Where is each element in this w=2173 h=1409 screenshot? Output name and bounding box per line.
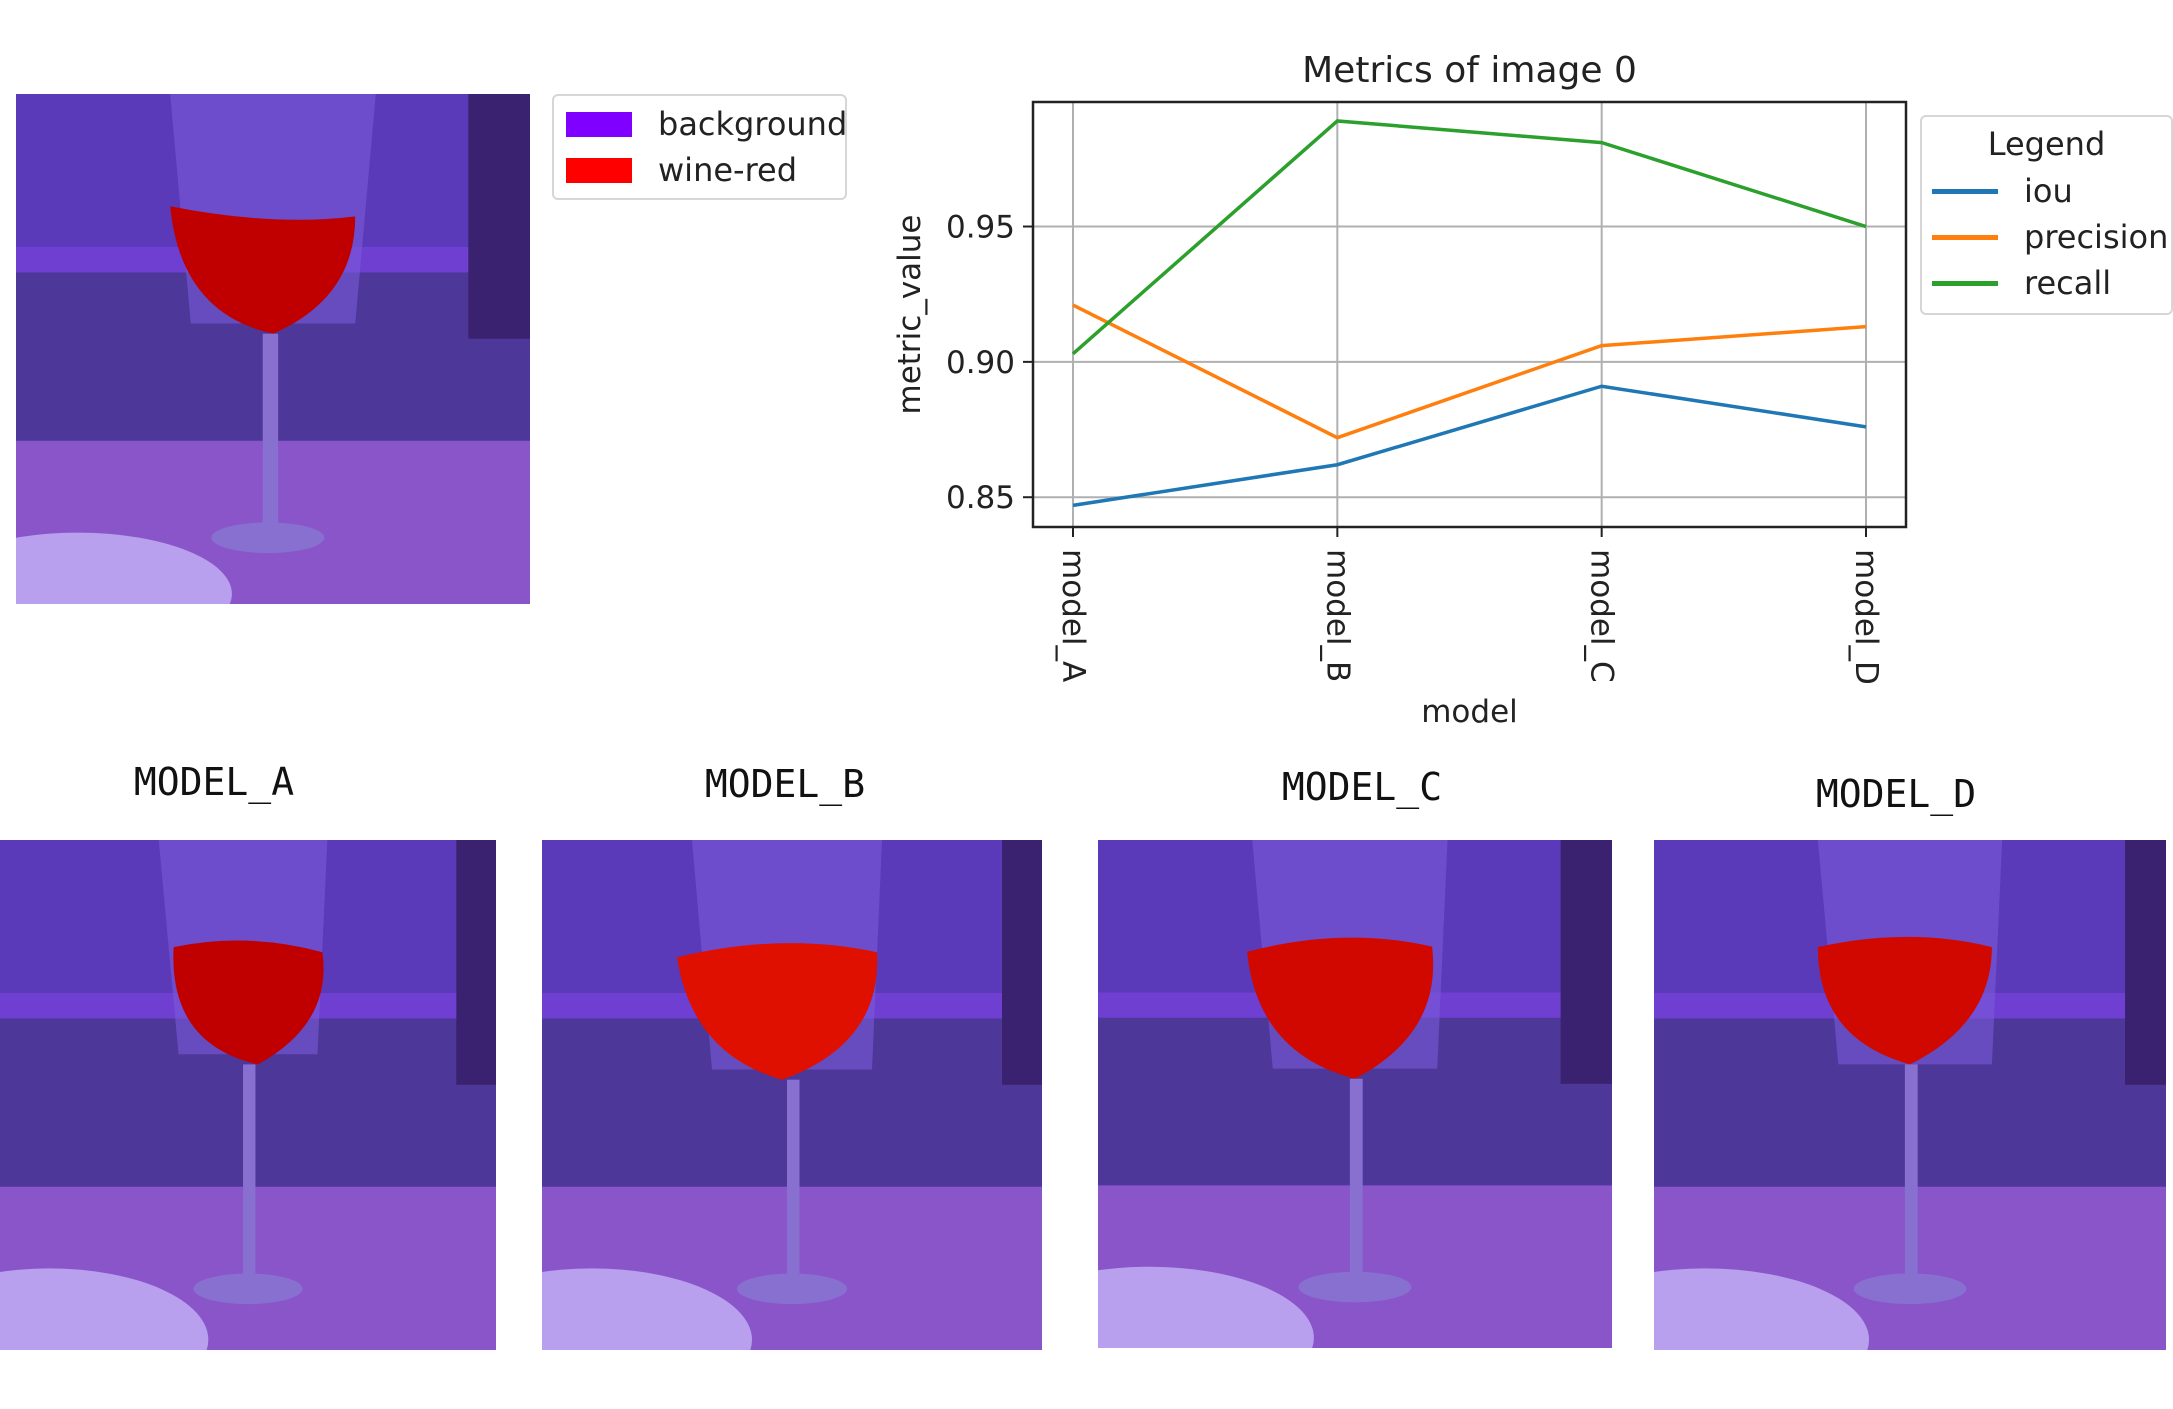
x-tick-label: model_C	[1584, 549, 1620, 683]
chart-legend-label-iou: iou	[2024, 172, 2073, 210]
x-tick-label: model_A	[1055, 549, 1091, 682]
legend-label-background: background	[658, 105, 848, 143]
chart-legend-item-iou: iou	[1932, 172, 2073, 210]
x-tick-label: model_B	[1319, 549, 1355, 682]
model-b-overlay	[542, 840, 1042, 1350]
model-c-overlay	[1098, 840, 1612, 1348]
chart-legend-line-precision	[1932, 234, 1998, 240]
chart-legend-line-iou	[1932, 188, 1998, 194]
legend-label-wine-red: wine-red	[658, 151, 798, 189]
legend-swatch-wine-red	[566, 157, 632, 183]
model-d-overlay	[1654, 840, 2166, 1350]
ground-truth-image	[16, 94, 530, 604]
legend-item-background: background	[566, 105, 848, 143]
plot-frame	[1031, 100, 1908, 529]
y-tick-label: 0.95	[946, 210, 1015, 246]
y-tick-label: 0.90	[946, 345, 1015, 381]
chart-legend-item-precision: precision	[1932, 218, 2169, 256]
model-c-image	[1098, 840, 1612, 1348]
model-title-b: MODEL_B	[704, 762, 866, 806]
chart-legend-label-precision: precision	[2024, 218, 2169, 256]
legend-swatch-background	[566, 111, 632, 137]
model-b-image	[542, 840, 1042, 1350]
chart-legend-title: Legend	[1987, 125, 2106, 163]
model-title-d: MODEL_D	[1815, 772, 1977, 816]
segmentation-overlay	[16, 94, 530, 604]
series-line-iou	[1072, 384, 1867, 508]
series-line-recall	[1071, 119, 1867, 356]
model-a-overlay	[0, 840, 496, 1350]
model-a-image	[0, 840, 496, 1350]
chart-legend-line-recall	[1932, 280, 1998, 286]
chart-legend-item-recall: recall	[1932, 264, 2112, 302]
chart-legend-label-recall: recall	[2024, 264, 2112, 302]
chart-title: Metrics of image 0	[1302, 50, 1637, 91]
segmentation-legend: background wine-red	[552, 94, 847, 200]
model-title-c: MODEL_C	[1281, 765, 1443, 809]
chart-legend: Legend iou precision recall	[1920, 115, 2173, 315]
legend-item-wine-red: wine-red	[566, 151, 798, 189]
x-tick-label: model_D	[1848, 549, 1884, 685]
model-d-image	[1654, 840, 2166, 1350]
y-axis-label: metric_value	[892, 214, 928, 414]
y-tick-label: 0.85	[946, 480, 1015, 516]
series-line-precision	[1072, 303, 1867, 440]
model-title-a: MODEL_A	[133, 760, 295, 804]
x-axis-label: model	[1421, 694, 1518, 730]
